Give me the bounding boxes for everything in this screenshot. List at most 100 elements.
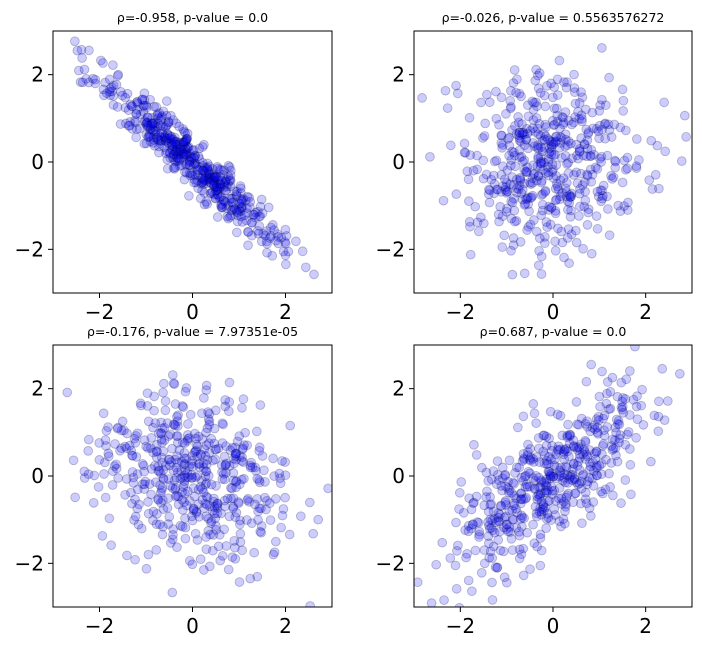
scatter-point xyxy=(544,148,555,158)
scatter-point xyxy=(202,164,213,174)
scatter-point xyxy=(123,105,134,115)
scatter-point xyxy=(158,387,168,398)
scatter-point xyxy=(150,118,161,128)
scatter-point xyxy=(131,132,142,143)
scatter-point xyxy=(501,188,512,198)
scatter-point xyxy=(203,414,214,425)
scatter-panel-1: ρ=-0.958, p-value = 0.0−2 0 2−202 xyxy=(15,10,333,324)
scatter-point xyxy=(578,449,588,459)
scatter-point xyxy=(156,114,166,125)
scatter-point xyxy=(178,137,189,148)
scatter-point xyxy=(533,489,544,500)
scatter-point xyxy=(555,132,566,142)
scatter-point xyxy=(182,128,193,139)
scatter-point xyxy=(90,74,101,85)
scatter-point xyxy=(531,471,541,481)
scatter-point xyxy=(576,476,587,487)
scatter-point xyxy=(561,462,572,473)
scatter-point xyxy=(127,450,137,461)
scatter-point xyxy=(151,452,162,462)
scatter-point xyxy=(501,500,511,510)
scatter-point xyxy=(525,468,535,479)
scatter-point xyxy=(186,470,197,480)
scatter-point xyxy=(496,92,507,103)
scatter-point xyxy=(452,546,462,556)
scatter-point xyxy=(597,124,607,135)
scatter-point xyxy=(200,451,211,461)
scatter-point xyxy=(445,553,456,563)
scatter-point xyxy=(143,443,153,453)
scatter-point xyxy=(588,123,598,134)
scatter-point xyxy=(517,129,528,140)
scatter-point xyxy=(171,152,182,162)
scatter-point xyxy=(268,549,279,560)
scatter-point xyxy=(255,526,266,537)
scatter-point xyxy=(532,123,543,134)
scatter-point xyxy=(616,377,627,388)
scatter-point xyxy=(569,473,580,484)
scatter-point xyxy=(232,186,242,197)
scatter-point xyxy=(115,445,125,456)
scatter-point xyxy=(481,169,492,180)
scatter-point xyxy=(541,478,552,488)
scatter-point xyxy=(142,401,153,411)
scatter-point xyxy=(592,470,602,481)
scatter-point xyxy=(593,126,604,137)
scatter-point xyxy=(206,516,217,527)
scatter-point xyxy=(145,443,156,453)
scatter-point xyxy=(193,431,204,442)
scatter-point xyxy=(496,501,506,511)
y-tick-label: −2 xyxy=(376,237,405,261)
scatter-point xyxy=(591,414,602,424)
scatter-point xyxy=(231,189,242,200)
scatter-point xyxy=(185,148,196,159)
scatter-point xyxy=(588,457,598,468)
scatter-point xyxy=(152,110,162,121)
scatter-point xyxy=(545,219,556,230)
scatter-point xyxy=(155,138,166,149)
scatter-point xyxy=(524,454,535,465)
scatter-point xyxy=(533,170,544,181)
scatter-point xyxy=(551,495,561,506)
scatter-point xyxy=(199,174,209,184)
scatter-point xyxy=(170,162,181,173)
scatter-point xyxy=(213,175,224,186)
scatter-point xyxy=(659,97,669,108)
scatter-point xyxy=(519,155,530,166)
scatter-point xyxy=(313,514,324,525)
scatter-point xyxy=(255,400,266,410)
scatter-point xyxy=(152,109,163,119)
scatter-point xyxy=(197,173,207,184)
scatter-point xyxy=(491,155,502,166)
scatter-point xyxy=(121,474,132,484)
scatter-point xyxy=(580,454,591,464)
scatter-point xyxy=(132,428,143,439)
scatter-point xyxy=(533,83,544,94)
scatter-point xyxy=(489,156,500,167)
scatter-point xyxy=(581,376,592,387)
scatter-point xyxy=(142,388,153,399)
scatter-point xyxy=(464,196,474,207)
scatter-point xyxy=(606,441,617,451)
scatter-point xyxy=(137,94,148,105)
scatter-point xyxy=(518,127,529,138)
scatter-point xyxy=(149,391,160,402)
scatter-point xyxy=(459,138,470,149)
scatter-point xyxy=(605,403,616,414)
scatter-point xyxy=(254,211,264,222)
scatter-point xyxy=(580,487,591,498)
scatter-point xyxy=(261,504,271,515)
scatter-point xyxy=(220,401,230,412)
scatter-point xyxy=(553,441,564,452)
scatter-point xyxy=(200,175,210,185)
scatter-point xyxy=(539,505,549,516)
scatter-point xyxy=(155,488,166,498)
scatter-point xyxy=(189,145,199,155)
scatter-point xyxy=(172,153,182,163)
scatter-point xyxy=(219,195,229,206)
scatter-point xyxy=(139,466,149,477)
scatter-point xyxy=(236,474,247,485)
scatter-point xyxy=(156,135,167,146)
scatter-point xyxy=(182,436,193,446)
scatter-point xyxy=(209,181,220,191)
